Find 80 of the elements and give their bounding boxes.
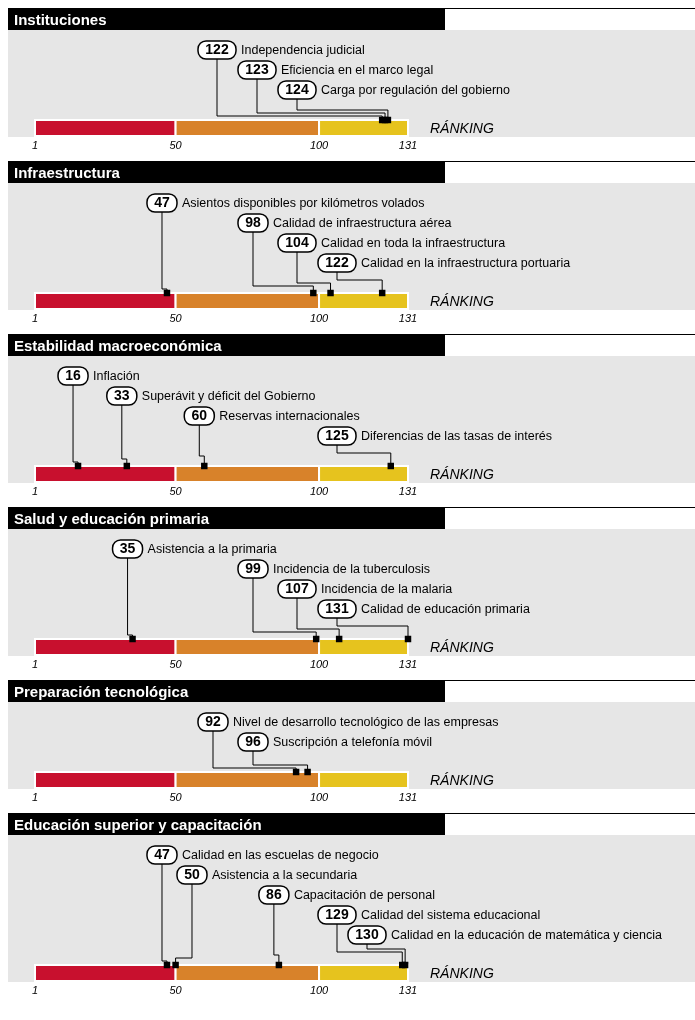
text: 100 [309, 139, 330, 151]
text: 1 [31, 312, 39, 324]
text: 131 [398, 139, 418, 151]
data-label: 129 [325, 906, 349, 922]
data-label: 60 [191, 407, 208, 423]
data-label: 122 [325, 254, 349, 270]
text: Instituciones [14, 11, 107, 28]
text: 1 [31, 139, 39, 151]
text: RÁNKING [430, 639, 494, 655]
text: Educación superior y capacitación [14, 816, 262, 833]
text: 100 [309, 312, 330, 324]
text: Infraestructura [14, 164, 121, 181]
text: RÁNKING [430, 120, 494, 136]
text: 1 [31, 984, 39, 996]
text: 1 [31, 658, 39, 670]
data-label: 123 [245, 61, 269, 77]
text: 131 [398, 791, 418, 803]
data-label: 107 [285, 580, 309, 596]
category-label: Calidad en la infraestructura portuaria [361, 256, 571, 270]
category-label: Nivel de desarrollo tecnológico de las empresas [233, 715, 499, 729]
data-label: 16 [65, 367, 82, 383]
category-label: Calidad del sistema educacional [361, 908, 541, 922]
category-label: Calidad de infraestructura aérea [273, 216, 452, 230]
data-label: 35 [119, 540, 136, 556]
data-label: 50 [184, 866, 200, 882]
data-label: 125 [325, 427, 349, 443]
text: 50 [169, 791, 183, 803]
data-label: 47 [154, 846, 170, 862]
data-label: 86 [266, 886, 282, 902]
data-label: 99 [245, 560, 261, 576]
text: 100 [309, 485, 330, 497]
category-label: Eficiencia en el marco legal [281, 63, 434, 77]
text: 50 [169, 485, 183, 497]
text: 100 [309, 791, 330, 803]
category-label: Calidad de educación primaria [361, 602, 530, 616]
category-label: Capacitación de personal [293, 888, 435, 902]
category-label: Asistencia a la secundaria [211, 868, 358, 882]
data-label: 130 [355, 926, 379, 942]
category-label: Reservas internacionales [219, 409, 360, 423]
text: 50 [169, 984, 183, 996]
data-label: 131 [325, 600, 349, 616]
text: 131 [398, 658, 418, 670]
text: 100 [309, 658, 330, 670]
category-label: Diferencias de las tasas de interés [361, 429, 553, 443]
category-label: Incidencia de la malaria [321, 582, 453, 596]
text: Preparación tecnológica [14, 683, 189, 700]
category-label: Inflación [93, 369, 140, 383]
text: RÁNKING [430, 466, 494, 482]
text: 131 [398, 485, 418, 497]
data-label: 47 [154, 194, 170, 210]
text: RÁNKING [430, 772, 494, 788]
category-label: Calidad en las escuelas de negocio [181, 848, 379, 862]
text: RÁNKING [430, 965, 494, 981]
text: 50 [169, 139, 183, 151]
category-label: Incidencia de la tuberculosis [273, 562, 431, 576]
data-label: 122 [205, 41, 229, 57]
category-label: Calidad en toda la infraestructura [321, 236, 506, 250]
category-label: Superávit y déficit del Gobierno [141, 389, 316, 403]
text: Salud y educación primaria [14, 510, 210, 527]
text: RÁNKING [430, 293, 494, 309]
data-label: 33 [114, 387, 130, 403]
text: 1 [31, 791, 39, 803]
text: 131 [398, 312, 418, 324]
category-label: Carga por regulación del gobierno [321, 83, 511, 97]
text: 50 [169, 312, 183, 324]
category-label: Suscripción a telefonía móvil [273, 735, 433, 749]
category-label: Calidad en la educación de matemática y ciencia [391, 928, 663, 942]
data-label: 104 [285, 234, 309, 250]
text: 100 [309, 984, 330, 996]
text: Estabilidad macroeconómica [14, 337, 223, 354]
category-label: Asistencia a la primaria [147, 542, 277, 556]
text: 50 [169, 658, 183, 670]
data-label: 96 [245, 733, 261, 749]
category-label: Independencia judicial [241, 43, 365, 57]
data-label: 124 [285, 81, 309, 97]
text: 131 [398, 984, 418, 996]
data-label: 98 [245, 214, 261, 230]
category-label: Asientos disponibles por kilómetros volados [181, 196, 425, 210]
text: 1 [31, 485, 39, 497]
data-label: 92 [205, 713, 221, 729]
